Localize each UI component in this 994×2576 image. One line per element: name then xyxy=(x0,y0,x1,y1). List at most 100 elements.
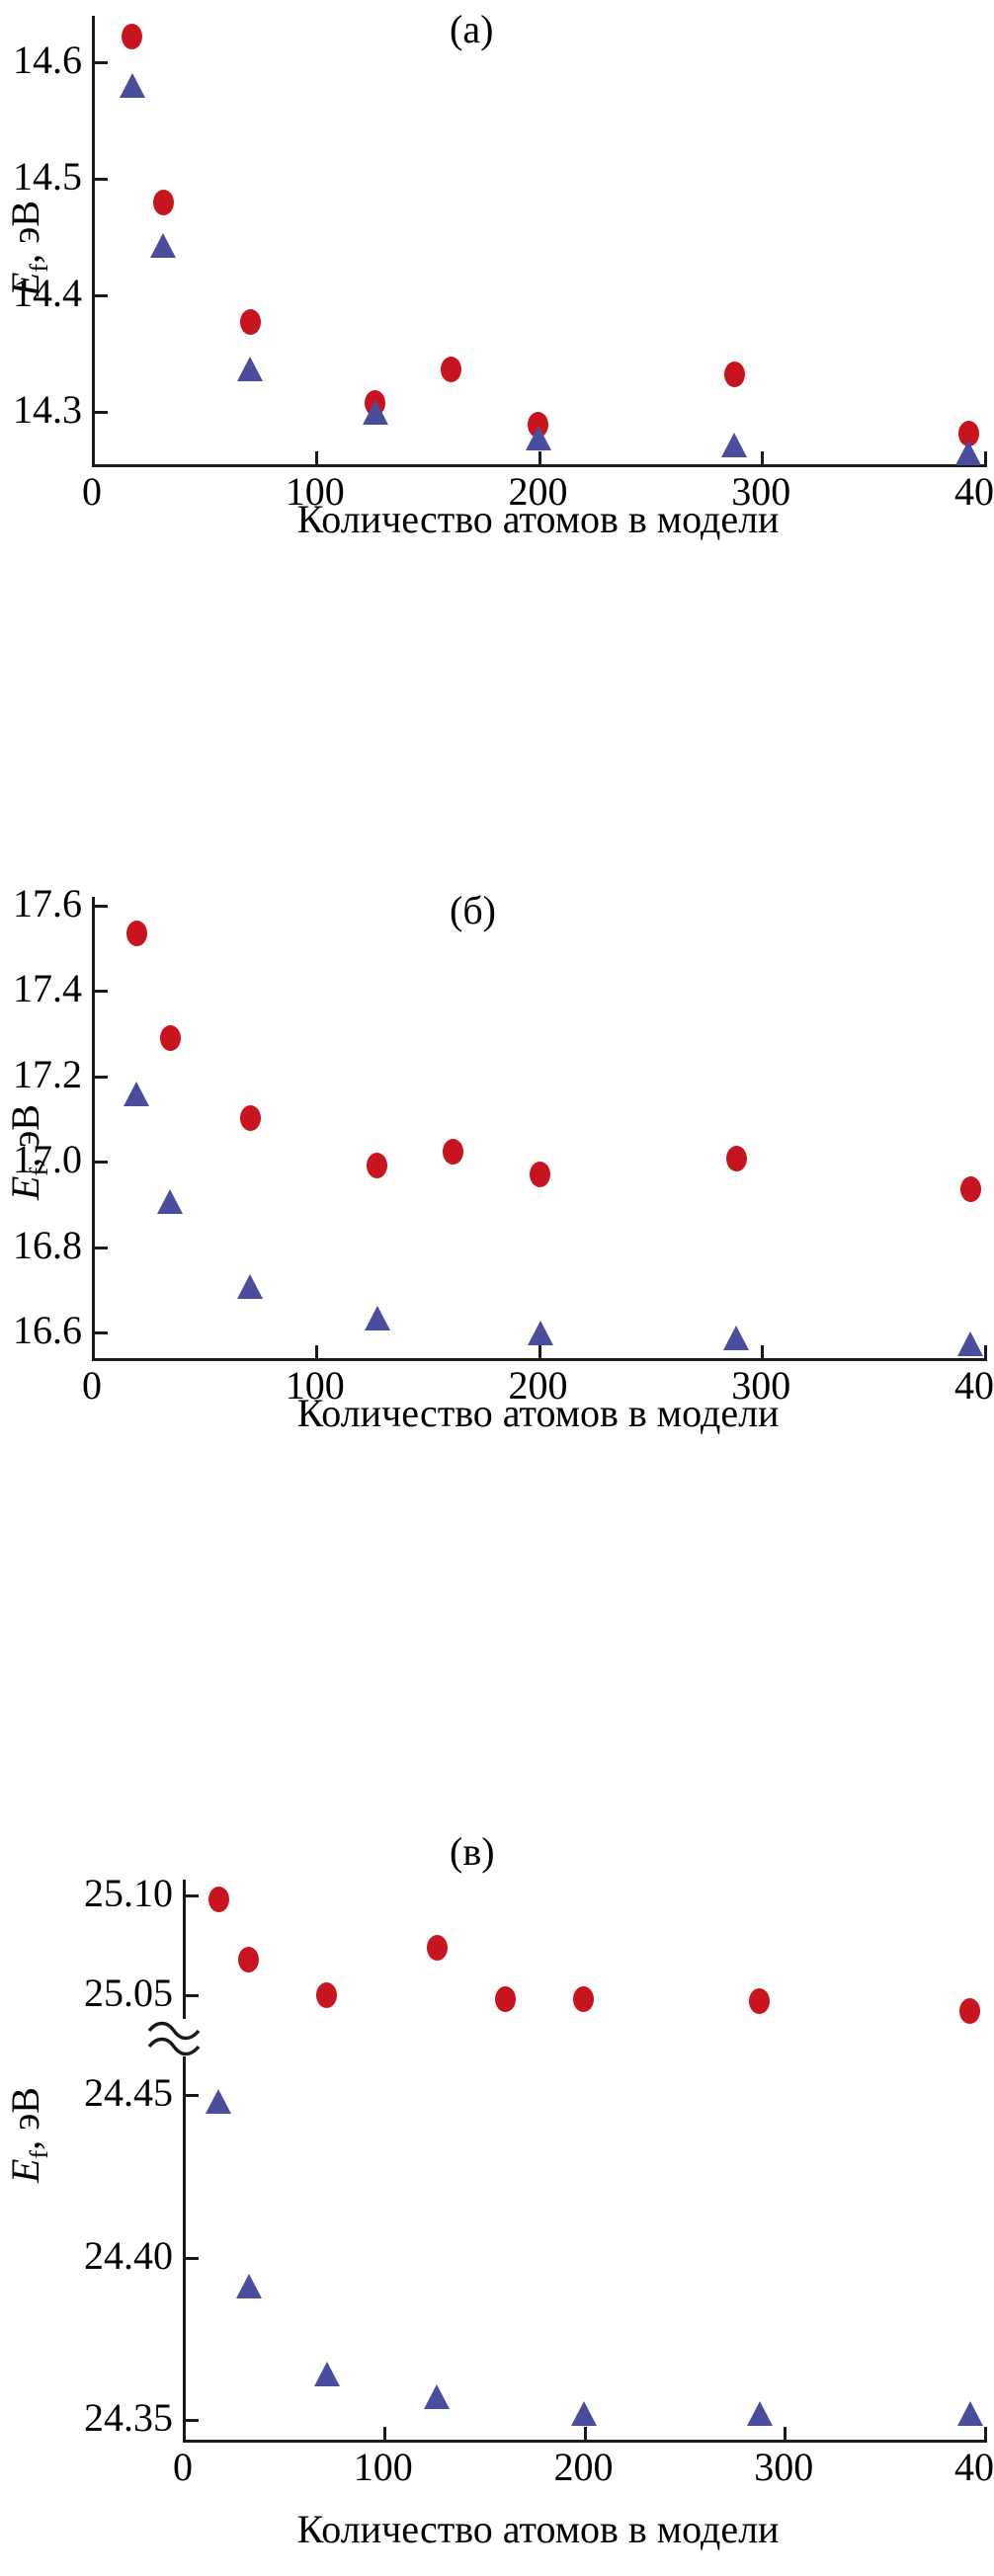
data-point-b-red-circles-6 xyxy=(725,1146,747,1172)
data-point-c-red-circles-6 xyxy=(749,1987,771,2014)
data-point-c-red-circles-3 xyxy=(426,1934,448,1961)
x-tick-label-c-4: 400 xyxy=(954,2445,994,2489)
panel-label-c: (в) xyxy=(450,1829,495,1874)
data-point-c-blue-triangles-6 xyxy=(956,2400,983,2426)
data-point-a-red-circles-0 xyxy=(122,24,143,50)
panel-label-b: (б) xyxy=(450,888,496,932)
data-point-b-red-circles-4 xyxy=(443,1138,464,1165)
y-tick-b-4 xyxy=(95,990,108,994)
y-axis-title-b: Ef, эВ xyxy=(3,1104,59,1200)
data-point-b-blue-triangles-2 xyxy=(237,1273,264,1299)
data-point-c-blue-triangles-4 xyxy=(570,2400,597,2426)
x-tick-label-a-3: 300 xyxy=(731,469,791,514)
y-axis-subscript: f xyxy=(25,2149,53,2159)
x-tick-label-a-1: 100 xyxy=(285,469,345,514)
y-axis-symbol: E xyxy=(3,2158,47,2183)
x-tick-label-a-2: 200 xyxy=(508,469,568,514)
x-tick-label-a-4: 400 xyxy=(954,469,994,514)
data-point-c-red-circles-2 xyxy=(316,1981,338,2008)
data-point-b-red-circles-5 xyxy=(530,1161,551,1187)
x-tick-a-2 xyxy=(538,451,541,464)
x-tick-a-4 xyxy=(984,451,987,464)
y-tick-a-1 xyxy=(95,294,108,297)
data-point-a-blue-triangles-2 xyxy=(237,357,264,382)
y-tick-label-c-upper-1: 25.10 xyxy=(84,1871,173,1916)
data-point-b-blue-triangles-3 xyxy=(364,1306,390,1331)
y-axis-units: , эВ xyxy=(3,1104,47,1167)
y-tick-label-a-2: 14.5 xyxy=(13,154,82,200)
data-point-c-blue-triangles-0 xyxy=(206,2089,232,2115)
y-tick-b-3 xyxy=(95,1075,108,1079)
data-point-a-red-circles-4 xyxy=(440,357,461,383)
x-axis-line-b xyxy=(92,1358,987,1361)
y-axis-title-c: Ef, эВ xyxy=(3,2087,59,2183)
y-axis-symbol: E xyxy=(3,272,47,296)
y-tick-label-c-lower-0: 24.35 xyxy=(84,2395,173,2441)
data-point-a-red-circles-1 xyxy=(152,189,174,215)
x-tick-b-0 xyxy=(92,1345,95,1358)
y-tick-b-2 xyxy=(95,1161,108,1165)
x-tick-label-c-3: 300 xyxy=(754,2445,814,2489)
x-tick-c-0 xyxy=(183,2427,186,2440)
x-tick-label-c-1: 100 xyxy=(353,2445,413,2489)
data-point-b-red-circles-1 xyxy=(159,1024,181,1051)
y-tick-label-b-4: 17.4 xyxy=(13,966,82,1011)
y-tick-label-a-3: 14.6 xyxy=(13,38,82,83)
x-axis-title-b: Количество атомов в модели xyxy=(296,1391,780,1435)
y-tick-a-3 xyxy=(95,61,108,65)
data-point-a-blue-triangles-4 xyxy=(525,426,551,451)
axis-break-icon xyxy=(143,2017,214,2065)
y-tick-label-a-0: 14.3 xyxy=(13,386,82,432)
y-tick-label-a-1: 14.4 xyxy=(13,271,82,315)
y-axis-units: , эВ xyxy=(3,201,47,264)
data-point-b-blue-triangles-1 xyxy=(157,1188,183,1214)
y-tick-label-c-upper-0: 25.05 xyxy=(84,1970,173,2015)
y-tick-c-upper-0 xyxy=(186,1993,199,1997)
data-point-b-blue-triangles-4 xyxy=(527,1321,553,1346)
x-tick-label-a-0: 0 xyxy=(82,469,102,514)
data-point-b-red-circles-7 xyxy=(959,1176,981,1203)
x-tick-c-3 xyxy=(784,2427,787,2440)
y-tick-label-c-lower-2: 24.45 xyxy=(84,2070,173,2116)
data-point-b-blue-triangles-5 xyxy=(723,1325,750,1350)
y-axis-line-c-upper xyxy=(183,1880,186,2019)
y-tick-c-lower-1 xyxy=(186,2256,199,2260)
x-tick-b-3 xyxy=(761,1345,765,1358)
data-point-c-blue-triangles-5 xyxy=(746,2400,773,2426)
y-axis-line-a xyxy=(92,16,95,467)
x-tick-label-c-0: 0 xyxy=(173,2445,193,2489)
x-tick-label-c-2: 200 xyxy=(553,2445,614,2489)
y-axis-subscript: f xyxy=(25,1167,53,1176)
data-point-a-blue-triangles-6 xyxy=(955,441,982,466)
y-axis-symbol: E xyxy=(3,1175,47,1200)
data-point-a-red-circles-2 xyxy=(239,309,261,336)
data-point-c-blue-triangles-2 xyxy=(313,2362,340,2387)
data-point-c-red-circles-4 xyxy=(494,1985,516,2012)
data-point-a-red-circles-7 xyxy=(957,421,979,447)
x-tick-a-1 xyxy=(314,451,318,464)
y-tick-c-lower-2 xyxy=(186,2094,199,2098)
data-point-c-red-circles-7 xyxy=(959,1997,981,2024)
y-tick-label-c-lower-1: 24.40 xyxy=(84,2232,173,2278)
x-tick-label-b-0: 0 xyxy=(82,1363,102,1408)
y-axis-subscript: f xyxy=(25,263,53,273)
x-tick-b-1 xyxy=(314,1345,318,1358)
data-point-a-blue-triangles-0 xyxy=(119,72,145,98)
data-point-a-blue-triangles-5 xyxy=(721,433,748,458)
x-tick-c-1 xyxy=(382,2427,386,2440)
x-tick-a-3 xyxy=(761,451,765,464)
x-tick-b-2 xyxy=(538,1345,541,1358)
data-point-c-blue-triangles-3 xyxy=(424,2384,451,2410)
y-axis-title-a: Ef, эВ xyxy=(3,201,59,296)
data-point-c-red-circles-0 xyxy=(207,1887,229,1913)
y-tick-b-1 xyxy=(95,1246,108,1249)
data-point-b-red-circles-0 xyxy=(125,920,147,946)
x-tick-label-b-2: 200 xyxy=(508,1363,568,1408)
y-tick-label-b-3: 17.2 xyxy=(13,1051,82,1096)
data-point-a-blue-triangles-3 xyxy=(362,400,388,426)
panel-label-a: (а) xyxy=(450,7,494,51)
y-tick-label-b-2: 17.0 xyxy=(13,1137,82,1182)
y-tick-b-0 xyxy=(95,1331,108,1335)
y-tick-a-0 xyxy=(95,410,108,414)
